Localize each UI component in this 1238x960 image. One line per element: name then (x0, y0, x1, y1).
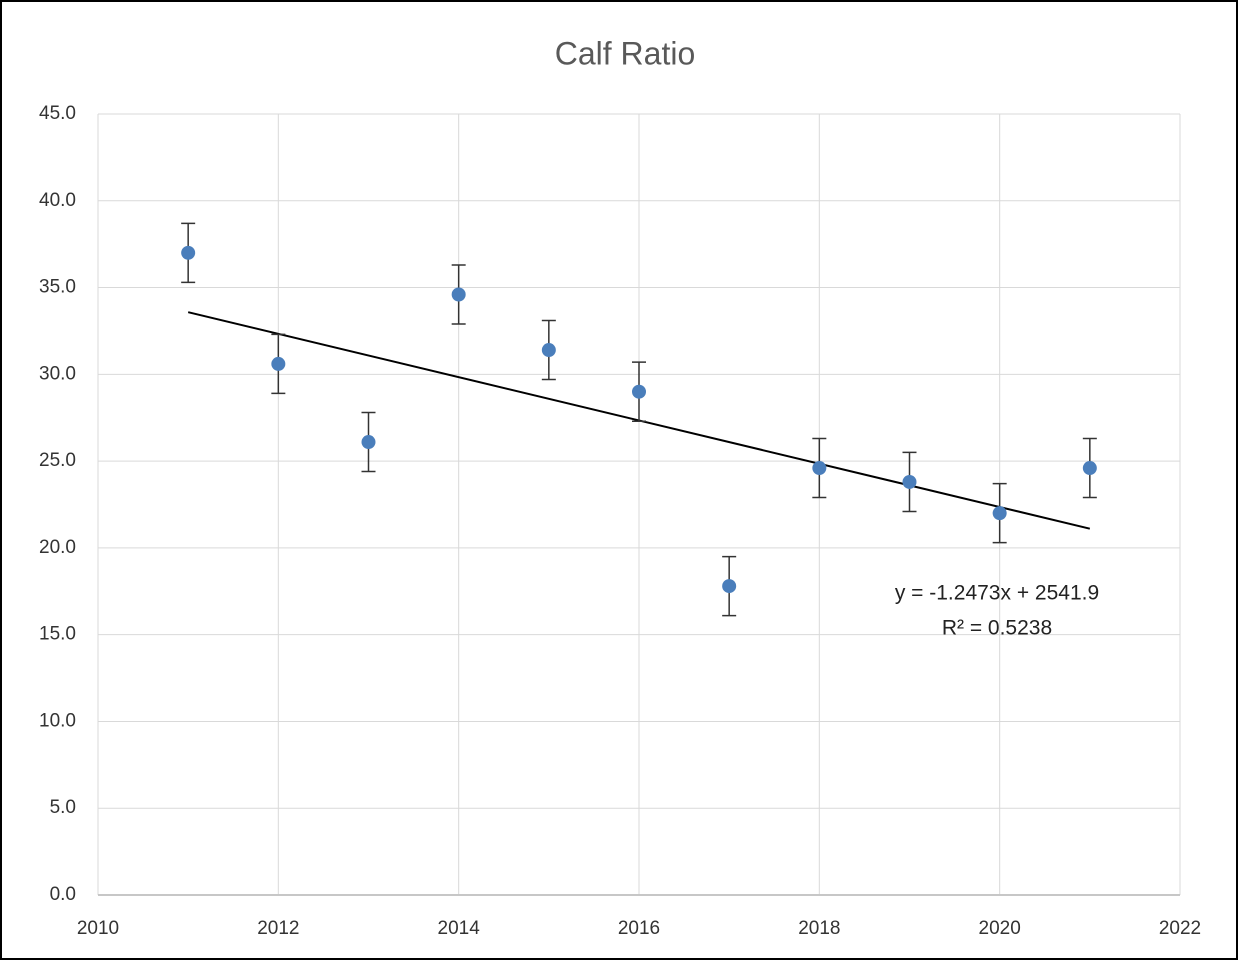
y-tick-label: 20.0 (39, 537, 76, 558)
trendline-equation: y = -1.2473x + 2541.9 (895, 582, 1099, 605)
chart-title: Calf Ratio (555, 35, 696, 71)
x-tick-label: 2020 (979, 918, 1021, 939)
point (902, 474, 917, 489)
grid: 0.0 5.0 10.0 15.0 20.0 25.0 30.0 35.0 40.0 45.0 20… (39, 103, 1201, 939)
point (812, 461, 827, 476)
y-tick-label: 10.0 (39, 710, 76, 731)
point (361, 435, 376, 450)
marks (181, 222, 1097, 617)
point (632, 384, 646, 399)
point (1082, 461, 1097, 476)
y-tick-label: 35.0 (39, 277, 76, 298)
point (451, 287, 466, 302)
x-tick-label: 2010 (77, 918, 119, 939)
y-tick-label: 0.0 (50, 884, 76, 905)
x-tick-label: 2014 (438, 918, 481, 939)
point (541, 343, 556, 358)
x-tick-label: 2022 (1159, 918, 1201, 939)
y-tick-label: 40.0 (39, 190, 76, 211)
y-tick-label: 15.0 (39, 624, 76, 645)
y-tick-label: 5.0 (50, 797, 76, 818)
trendline-r-squared: R² = 0.5238 (942, 617, 1052, 640)
point (992, 506, 1007, 521)
x-tick-label: 2012 (257, 918, 299, 939)
x-tick-label: 2016 (618, 918, 660, 939)
y-tick-label: 25.0 (39, 450, 76, 471)
point (271, 356, 286, 371)
y-tick-label: 30.0 (39, 363, 76, 384)
x-tick-label: 2018 (798, 918, 840, 939)
point (722, 579, 737, 594)
point (181, 245, 196, 260)
y-tick-label: 45.0 (39, 103, 76, 124)
